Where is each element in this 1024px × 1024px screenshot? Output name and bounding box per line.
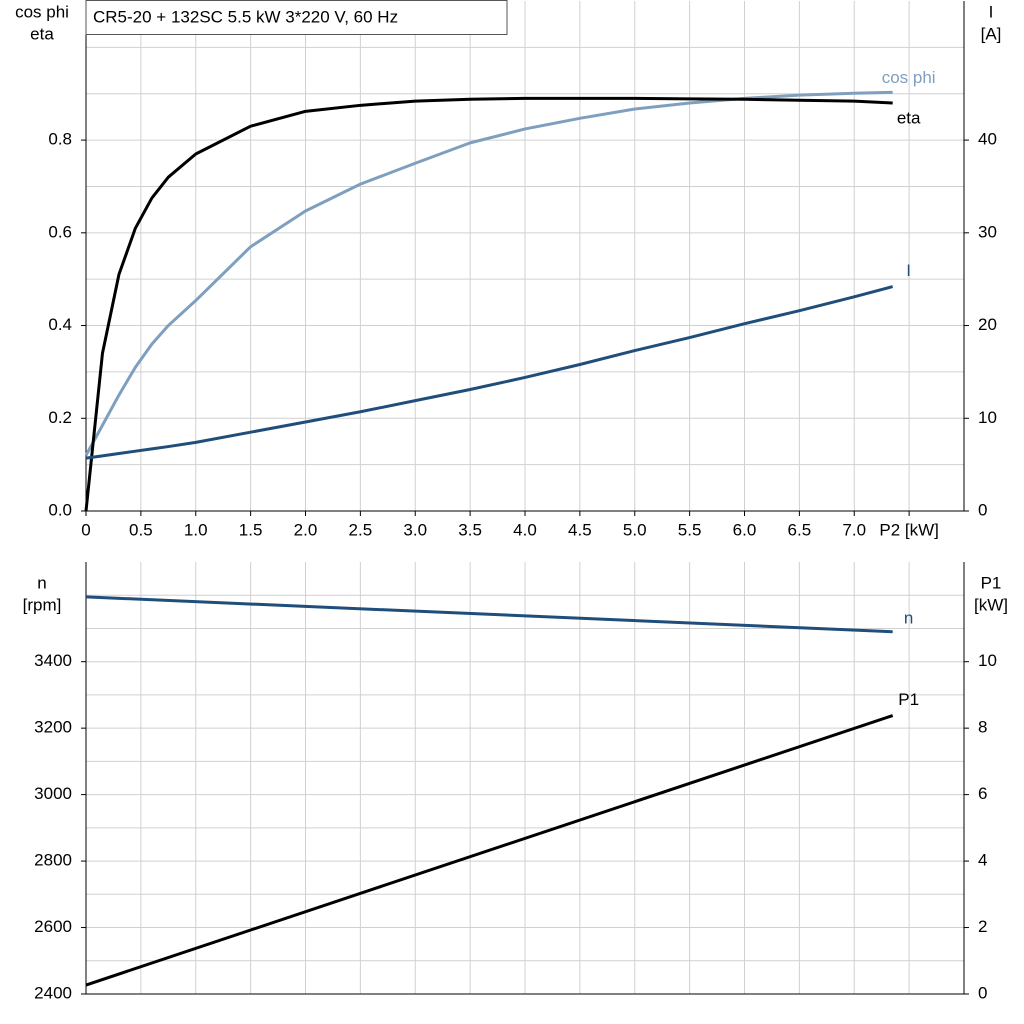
series-line [85, 714, 894, 987]
y-axis-label: [rpm] [23, 595, 62, 614]
series-label: eta [897, 108, 921, 127]
y2-tick-label: 10 [978, 408, 997, 427]
y2-tick-label: 40 [978, 130, 997, 149]
x-tick-label: 2.0 [294, 520, 318, 539]
series-line [85, 595, 893, 634]
x-tick-label: 4.0 [513, 520, 537, 539]
series-label: I [906, 261, 911, 280]
x-tick-label: 5.5 [678, 520, 702, 539]
y2-tick-label: 2 [978, 917, 987, 936]
y-tick-label: 2600 [34, 917, 72, 936]
y2-tick-label: 0 [978, 983, 987, 1002]
y2-axis-label: [kW] [974, 595, 1008, 614]
x-tick-label: 2.5 [349, 520, 373, 539]
y-tick-label: 0.0 [48, 500, 72, 519]
y2-axis-label: [A] [981, 24, 1002, 43]
x-tick-label: P2 [kW] [879, 520, 939, 539]
series-line [85, 285, 894, 460]
y-tick-label: 0.2 [48, 408, 72, 427]
y2-axis-label: P1 [981, 573, 1002, 592]
series-label: P1 [898, 690, 919, 709]
title-box [85, 0, 508, 35]
y2-tick-label: 8 [978, 718, 987, 737]
y-tick-label: 0.4 [48, 315, 72, 334]
x-tick-label: 6.5 [788, 520, 812, 539]
y-tick-label: 2400 [34, 983, 72, 1002]
y2-tick-label: 20 [978, 315, 997, 334]
x-tick-label: 0 [81, 520, 90, 539]
y2-tick-label: 6 [978, 784, 987, 803]
chart-title: CR5-20 + 132SC 5.5 kW 3*220 V, 60 Hz [93, 7, 398, 26]
y-tick-label: 2800 [34, 851, 72, 870]
y2-axis-label: I [989, 2, 994, 21]
x-tick-label: 1.5 [239, 520, 263, 539]
y-tick-label: 0.8 [48, 130, 72, 149]
y2-tick-label: 10 [978, 651, 997, 670]
y2-tick-label: 4 [978, 851, 987, 870]
y-axis-label: cos phi [15, 2, 69, 21]
series-label: cos phi [882, 68, 936, 87]
x-tick-label: 3.5 [458, 520, 482, 539]
x-tick-label: 1.0 [184, 520, 208, 539]
series-label: n [904, 608, 913, 627]
x-tick-label: 0.5 [129, 520, 153, 539]
y2-tick-label: 30 [978, 222, 997, 241]
y-tick-label: 3400 [34, 651, 72, 670]
x-tick-label: 3.0 [403, 520, 427, 539]
x-tick-label: 6.0 [733, 520, 757, 539]
y-axis-label: eta [30, 24, 54, 43]
y-tick-label: 0.6 [48, 222, 72, 241]
y-tick-label: 3000 [34, 784, 72, 803]
y2-tick-label: 0 [978, 500, 987, 519]
y-tick-label: 3200 [34, 718, 72, 737]
x-tick-label: 4.5 [568, 520, 592, 539]
x-tick-label: 5.0 [623, 520, 647, 539]
y-axis-label: n [37, 573, 46, 592]
x-tick-label: 7.0 [842, 520, 866, 539]
series-line [84, 96, 893, 512]
